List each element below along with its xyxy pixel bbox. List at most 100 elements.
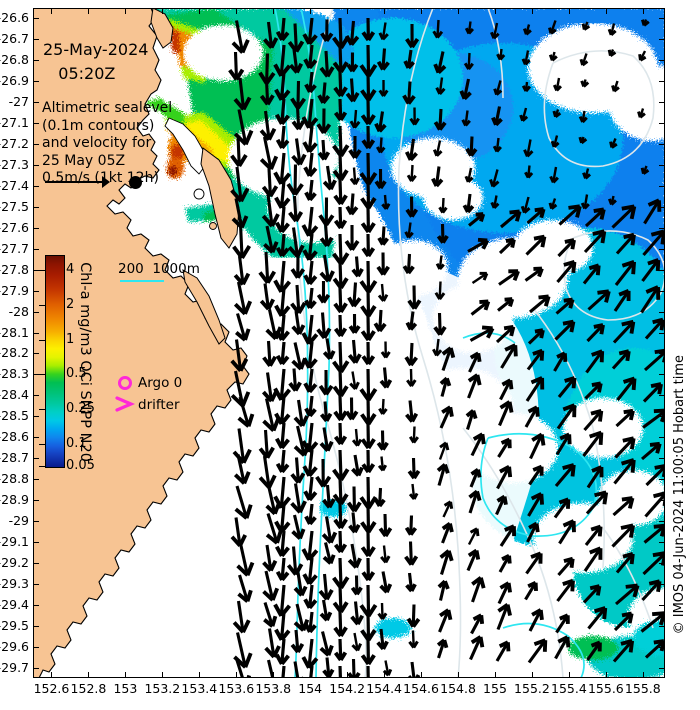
velocity-arrow-shaft [585,350,604,374]
velocity-arrow-shaft [528,465,543,486]
velocity-arrow-shaft [645,464,665,487]
velocity-arrow-head [408,640,419,649]
velocity-arrow-shaft [469,636,482,661]
velocity-arrow-head [432,149,443,157]
velocity-arrow-head [301,440,319,454]
velocity-arrow-head [274,88,291,102]
velocity-arrow-head [290,472,306,484]
velocity-arrow-head [622,551,635,565]
velocity-arrow-head [332,277,349,290]
velocity-arrow-shaft [352,167,357,185]
velocity-arrow-head [588,263,601,276]
velocity-arrow-shaft [491,169,499,187]
velocity-arrow-head [562,578,575,592]
velocity-arrow-head [303,382,318,394]
velocity-arrow-head [404,151,418,162]
velocity-arrow-shaft [234,339,243,371]
y-axis-tick-mark-right [659,123,665,125]
velocity-arrow-shaft [557,376,576,398]
velocity-arrow-shaft [557,238,576,258]
x-axis-tick-label: 155.6 [587,681,624,696]
velocity-arrow-head [403,60,415,70]
velocity-arrow-shaft [350,543,358,568]
velocity-arrow-shaft [291,227,300,257]
y-axis-tick-label: -26.7 [0,31,29,47]
velocity-arrow-head [531,608,544,621]
velocity-arrow-head [378,407,388,415]
velocity-arrow-shaft [642,382,663,403]
velocity-arrow-shaft [644,318,665,340]
velocity-arrow-shaft [236,135,241,167]
velocity-arrow-head [404,356,418,367]
x-axis-tick-mark [310,672,312,678]
velocity-arrow-head [378,527,393,538]
velocity-arrow-shaft [381,48,387,70]
velocity-arrow-shaft [366,584,371,617]
x-axis-tick-mark [384,672,386,678]
velocity-arrow-shaft [233,51,239,80]
velocity-arrow-head [593,323,605,335]
velocity-arrow-head [381,203,391,210]
velocity-arrow-head [568,204,582,218]
velocity-arrow-head [302,465,318,478]
velocity-arrow-head [301,224,319,238]
velocity-arrow-head [464,175,474,183]
velocity-arrow-head [650,229,665,245]
velocity-arrow-head [469,527,480,537]
velocity-arrow-shaft [471,272,488,284]
velocity-arrow-shaft [500,210,521,229]
velocity-arrow-shaft [308,584,314,609]
x-axis-tick-label: 155.4 [551,681,587,696]
y-axis-tick-label: -26.9 [0,73,29,89]
y-axis-tick-mark [33,541,39,543]
y-axis-tick-mark [33,123,39,125]
velocity-arrow-head [623,408,635,421]
velocity-arrow-head [322,498,336,509]
velocity-arrow-head [406,617,421,628]
velocity-arrow-head [332,601,349,614]
velocity-arrow-head [360,330,376,342]
velocity-arrow-head [499,465,513,478]
velocity-arrow-shaft [383,513,388,537]
velocity-arrow-head [259,94,275,106]
velocity-arrow-head [379,583,393,594]
velocity-arrow-head [333,194,348,206]
velocity-arrow-head [625,583,640,598]
velocity-arrow-shaft [555,433,571,456]
velocity-arrow-head [274,221,290,234]
velocity-arrow-head [439,549,454,562]
velocity-arrow-head [349,381,360,391]
y-axis-tick-label: -27.8 [0,261,29,277]
velocity-arrow-head [319,644,334,657]
velocity-arrow-head [379,379,393,389]
velocity-arrow-head [550,140,560,148]
velocity-arrow-head [318,384,334,396]
map-plot-area[interactable] [33,8,665,678]
velocity-arrow-head [621,319,636,334]
velocity-arrow-shaft [378,309,383,332]
velocity-arrow-shaft [308,368,314,393]
velocity-arrow-head [302,33,318,46]
velocity-arrow-shaft [293,342,303,370]
velocity-arrow-shaft [411,630,415,648]
velocity-arrow-shaft [266,513,279,544]
velocity-arrow-head [301,656,319,670]
y-axis-tick-mark [33,144,39,146]
velocity-arrow-head [479,271,489,281]
velocity-arrow-shaft [353,601,360,625]
y-axis-tick-label: -27.2 [0,136,29,152]
velocity-arrow-shaft [238,224,244,259]
velocity-arrow-head [360,305,377,318]
velocity-arrow-shaft [307,557,314,585]
velocity-arrow-head [443,500,454,509]
velocity-arrow-shaft [351,371,357,390]
y-axis-tick-mark [33,353,39,355]
land-mass [33,8,250,678]
velocity-arrow-head [652,317,665,331]
y-axis-tick-mark [33,18,39,20]
velocity-arrow-shaft [307,125,314,153]
y-axis-tick-mark-right [659,500,665,502]
velocity-arrow-shaft [267,168,272,197]
velocity-arrow-shaft [322,573,329,600]
velocity-arrow-head [530,492,544,505]
